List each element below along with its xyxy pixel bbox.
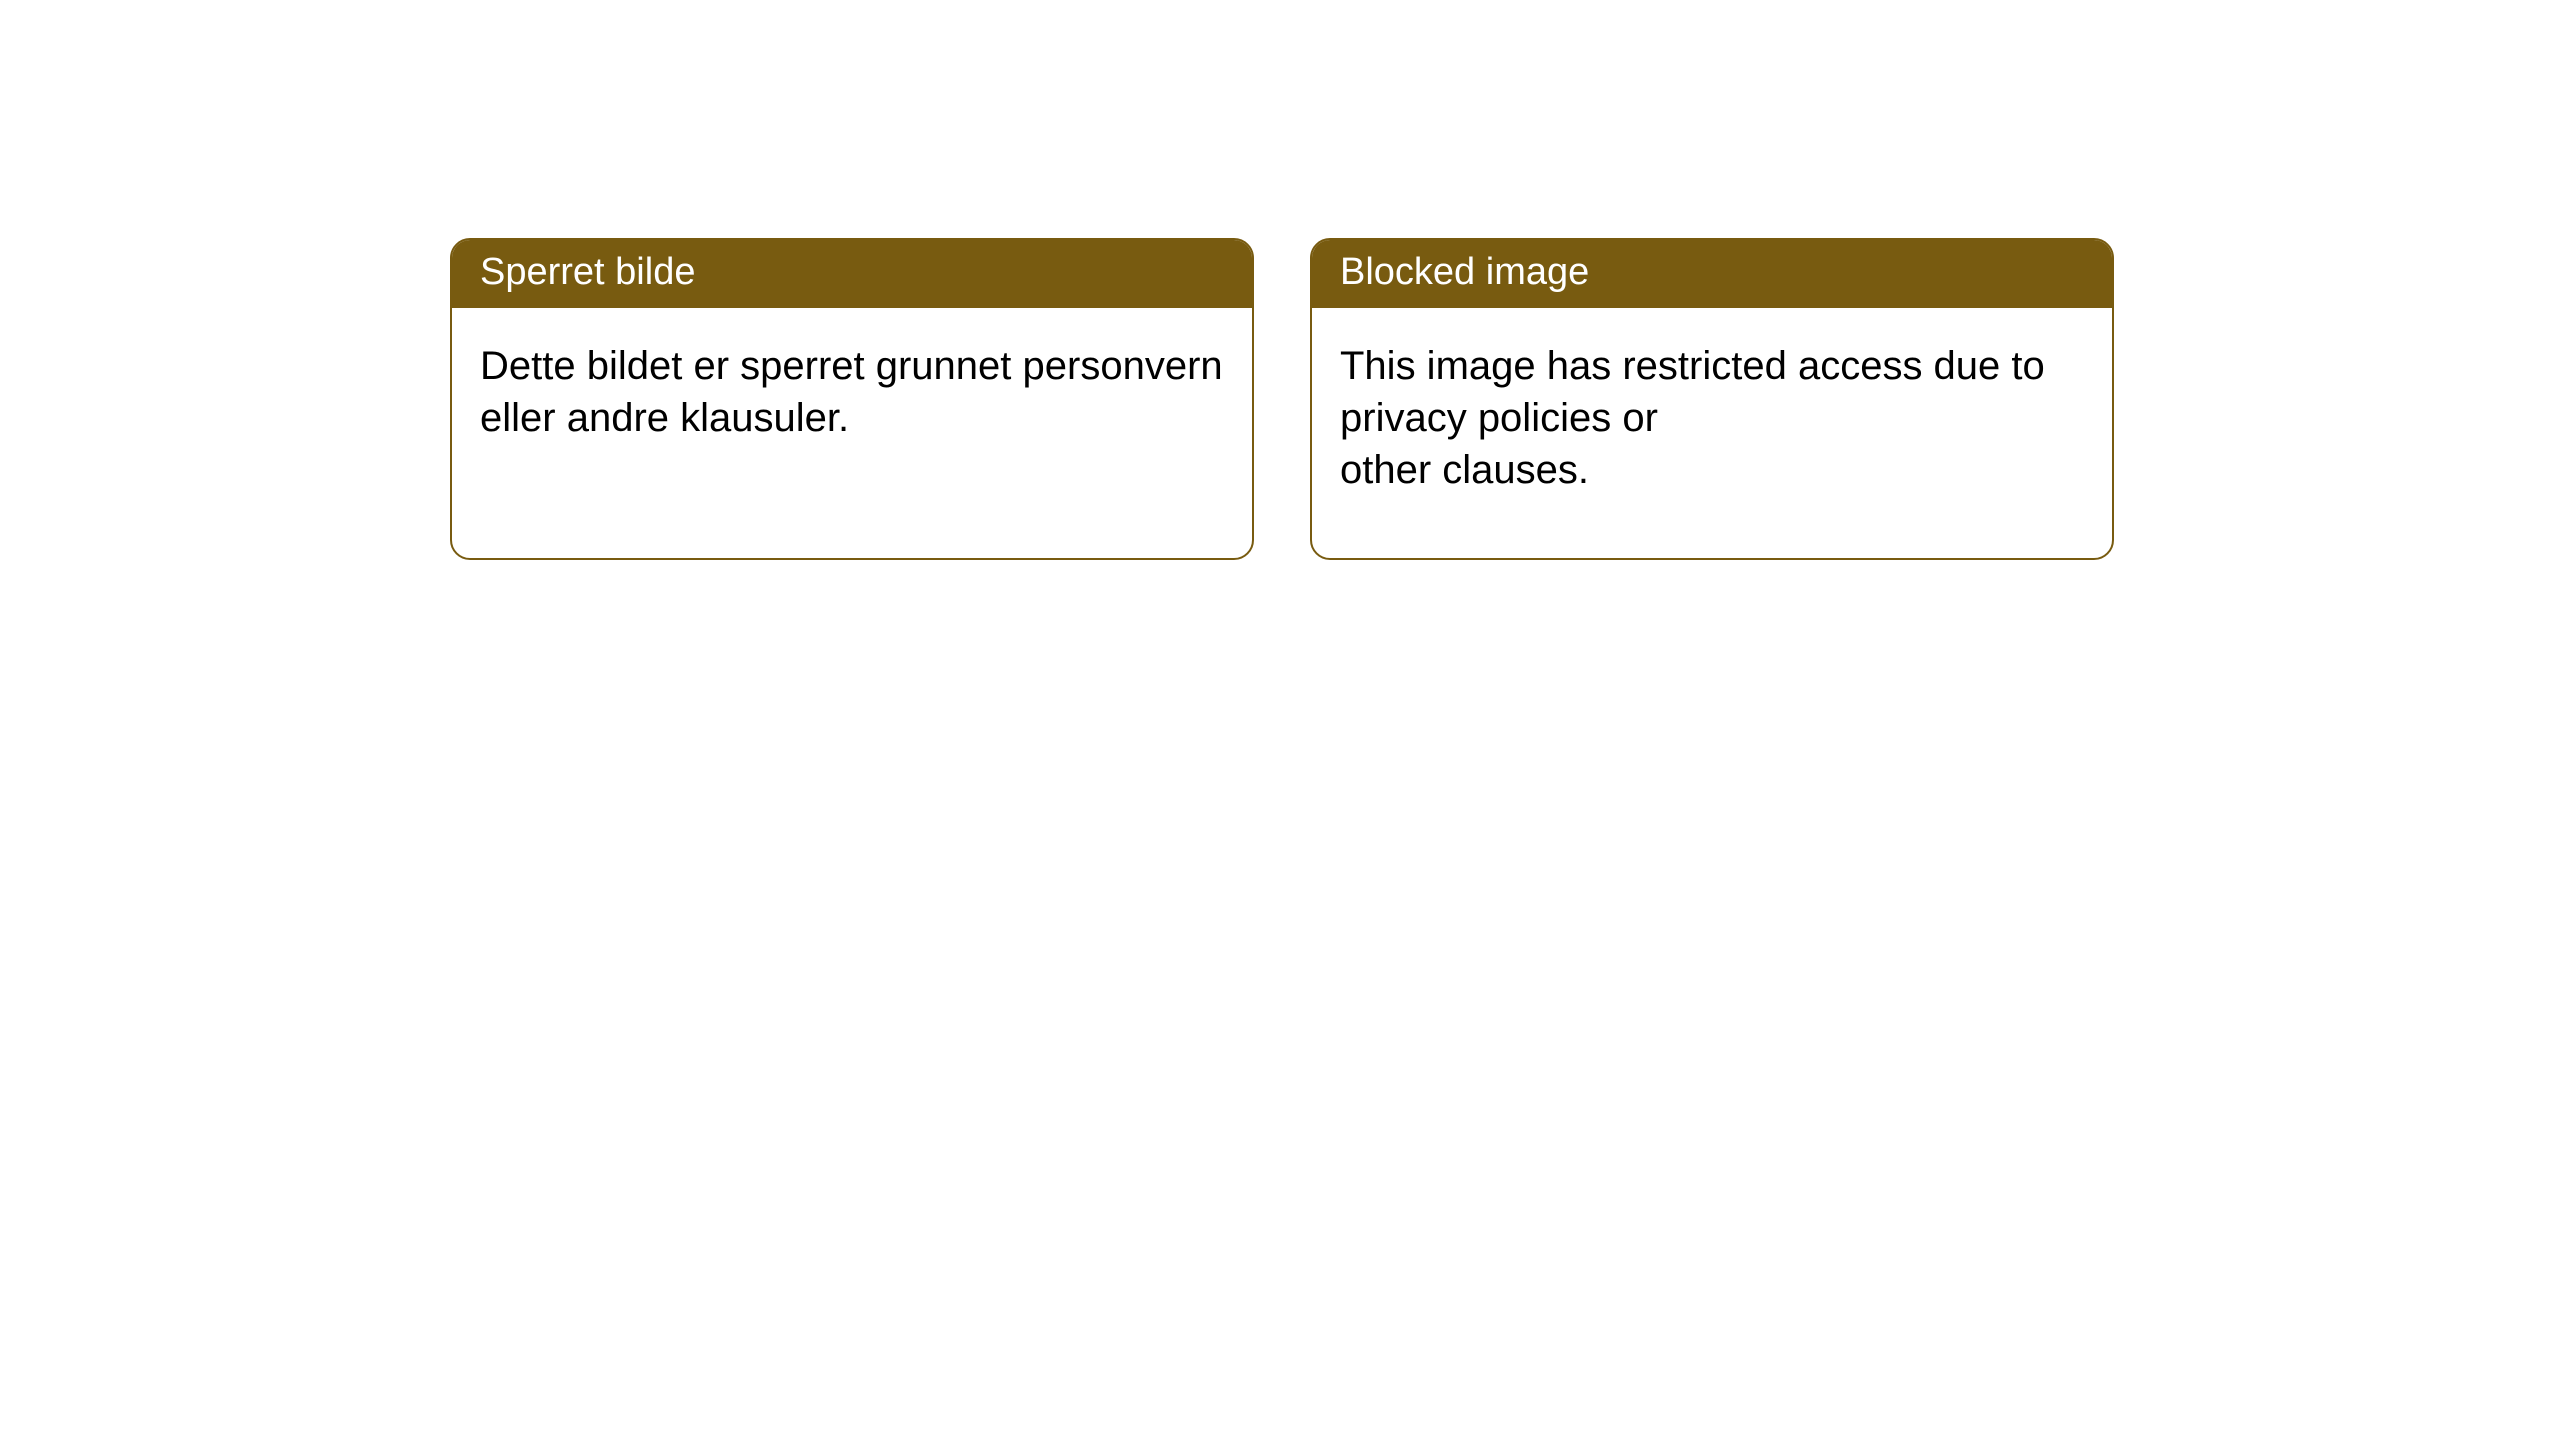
notice-title-no: Sperret bilde bbox=[452, 240, 1252, 308]
notice-container: Sperret bilde Dette bildet er sperret gr… bbox=[450, 238, 2114, 560]
notice-body-en: This image has restricted access due to … bbox=[1312, 308, 2112, 558]
notice-box-no: Sperret bilde Dette bildet er sperret gr… bbox=[450, 238, 1254, 560]
notice-box-en: Blocked image This image has restricted … bbox=[1310, 238, 2114, 560]
notice-title-en: Blocked image bbox=[1312, 240, 2112, 308]
notice-body-no: Dette bildet er sperret grunnet personve… bbox=[452, 308, 1252, 558]
